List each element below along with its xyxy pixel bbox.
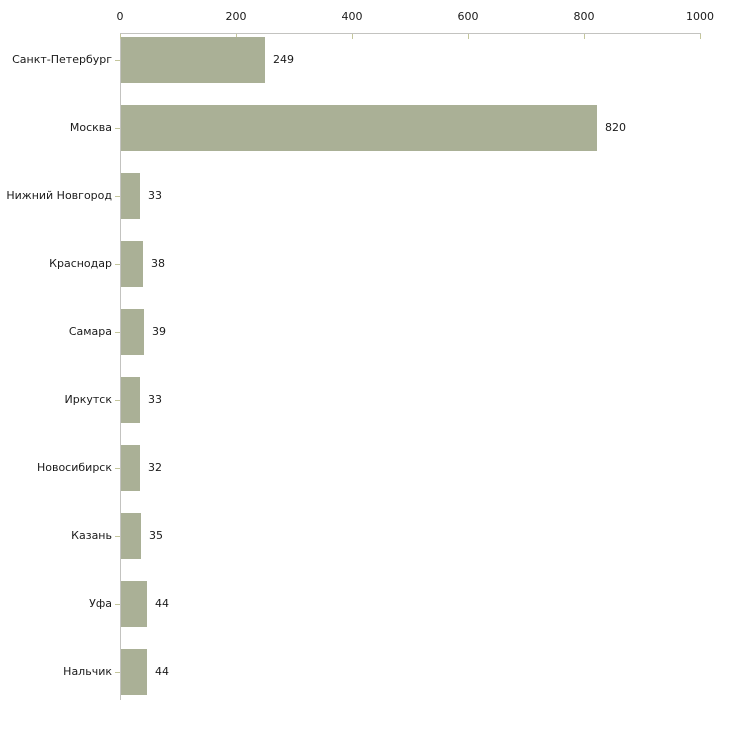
bar <box>121 309 144 355</box>
x-tick-label: 200 <box>225 10 247 23</box>
category-label: Москва <box>69 121 112 134</box>
y-tick <box>115 332 120 333</box>
value-label: 33 <box>148 393 162 406</box>
category-label: Санкт-Петербург <box>12 53 112 66</box>
x-tick <box>352 34 353 39</box>
category-label: Нальчик <box>63 665 112 678</box>
y-tick <box>115 400 120 401</box>
bar <box>121 173 140 219</box>
x-tick <box>120 34 121 39</box>
x-tick <box>584 34 585 39</box>
bar <box>121 513 141 559</box>
category-label: Нижний Новгород <box>6 189 112 202</box>
bar <box>121 377 140 423</box>
x-tick <box>236 34 237 39</box>
x-tick-label: 600 <box>457 10 479 23</box>
x-tick-label: 400 <box>341 10 363 23</box>
x-tick <box>468 34 469 39</box>
y-tick <box>115 128 120 129</box>
category-label: Краснодар <box>49 257 112 270</box>
bar <box>121 581 147 627</box>
category-label: Новосибирск <box>36 461 112 474</box>
bar <box>121 649 147 695</box>
bar <box>121 445 140 491</box>
category-label: Иркутск <box>64 393 112 406</box>
value-label: 33 <box>148 189 162 202</box>
category-label: Самара <box>68 325 112 338</box>
category-label: Уфа <box>89 597 112 610</box>
bar <box>121 241 143 287</box>
value-label: 44 <box>155 665 169 678</box>
y-tick <box>115 196 120 197</box>
y-tick <box>115 60 120 61</box>
value-label: 38 <box>151 257 165 270</box>
x-tick-label: 1000 <box>686 10 714 23</box>
value-label: 35 <box>149 529 163 542</box>
value-label: 39 <box>152 325 166 338</box>
y-tick <box>115 264 120 265</box>
x-tick-label: 800 <box>573 10 595 23</box>
x-tick-label: 0 <box>116 10 124 23</box>
value-label: 249 <box>273 53 294 66</box>
x-axis-line <box>120 33 701 34</box>
bar <box>121 105 597 151</box>
y-tick <box>115 604 120 605</box>
x-tick <box>700 34 701 39</box>
category-label: Казань <box>71 529 112 542</box>
value-label: 32 <box>148 461 162 474</box>
y-tick <box>115 468 120 469</box>
y-tick <box>115 536 120 537</box>
y-tick <box>115 672 120 673</box>
value-label: 820 <box>605 121 626 134</box>
value-label: 44 <box>155 597 169 610</box>
y-axis-line <box>120 33 121 700</box>
bar <box>121 37 265 83</box>
